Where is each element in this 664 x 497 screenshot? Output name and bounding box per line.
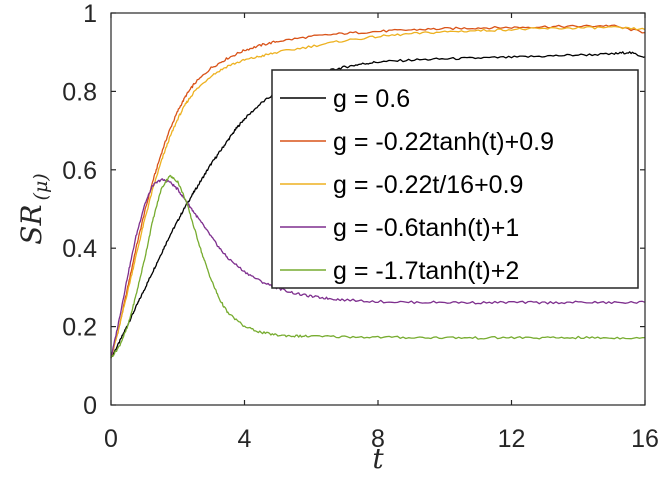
series-line-1	[110, 24, 646, 359]
x-tick-label: 0	[104, 425, 118, 453]
x-tick-label: 4	[238, 425, 252, 453]
ticks-layer: 0 4 8 12 16 0 0.2 0.4 0.6 0.8 1	[62, 0, 659, 453]
series-line-4	[110, 174, 646, 359]
y-axis-label: SR (μ)	[15, 173, 52, 244]
series-line-3	[110, 178, 646, 359]
y-tick-label: 0.6	[62, 157, 97, 185]
x-axis-label: t	[372, 442, 384, 475]
y-tick-label: 0.4	[62, 235, 97, 263]
legend-label-2: g = -0.22t/16+0.9	[333, 171, 523, 199]
series-line-0	[110, 51, 646, 359]
x-tick-label: 12	[498, 425, 526, 453]
x-tick-label: 16	[631, 425, 659, 453]
legend-label-4: g = -1.7tanh(t)+2	[333, 257, 519, 285]
y-tick-label: 0.2	[62, 314, 97, 342]
series-layer	[110, 24, 646, 359]
legend: g = 0.6 g = -0.22tanh(t)+0.9 g = -0.22t/16…	[271, 69, 639, 289]
series-line-2	[110, 25, 646, 359]
legend-label-3: g = -0.6tanh(t)+1	[333, 214, 519, 242]
y-tick-label: 0.8	[62, 78, 97, 106]
legend-label-1: g = -0.22tanh(t)+0.9	[333, 128, 554, 156]
y-tick-label: 0	[83, 392, 97, 420]
legend-box	[271, 69, 639, 289]
x-tick-label: 8	[371, 425, 385, 453]
y-axis-label-main: SR	[15, 204, 48, 244]
legend-label-0: g = 0.6	[333, 85, 410, 113]
y-tick-label: 1	[83, 0, 97, 28]
svg-text:SR (μ): SR (μ)	[15, 173, 52, 244]
y-axis-label-subscript: (μ)	[30, 173, 52, 200]
